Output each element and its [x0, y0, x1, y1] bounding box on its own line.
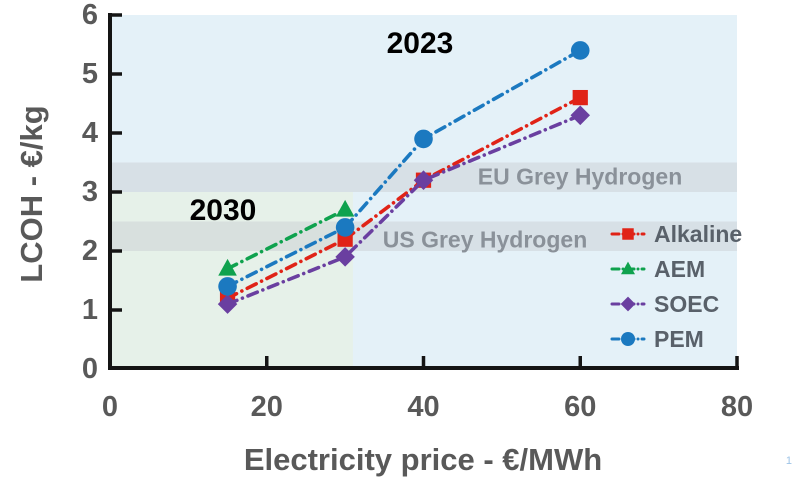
soec-data-point: [413, 170, 434, 190]
y-tick-label: 4: [81, 117, 98, 149]
y-tick-label: 5: [81, 58, 98, 90]
y-axis-title: LCOH - €/kg: [14, 105, 49, 283]
soec-diamond-marker-icon: [610, 296, 646, 312]
x-tick-label: 80: [720, 391, 754, 423]
annotation-year-2030: 2030: [189, 194, 257, 227]
legend-item-soec: SOEC: [610, 292, 742, 316]
legend-item-alkaline: Alkaline: [610, 222, 742, 246]
soec-data-point: [217, 294, 238, 314]
legend-item-aem: AEM: [610, 257, 742, 281]
y-tick-label: 2: [81, 235, 98, 267]
alkaline-square-marker-icon: [610, 228, 646, 240]
x-tick-label: 0: [101, 391, 119, 423]
series-aem: [218, 199, 355, 276]
series-soec: [217, 105, 591, 314]
x-tick-label: 40: [407, 391, 440, 423]
y-tick-label: 6: [81, 0, 98, 31]
legend-label: PEM: [654, 326, 704, 352]
series-pem: [218, 41, 590, 296]
aem-line: [225, 207, 347, 271]
legend-label: Alkaline: [654, 221, 743, 247]
soec-data-point: [335, 247, 355, 267]
pem-circle-marker-icon: [610, 332, 646, 346]
slide-page-number: 1: [785, 455, 792, 467]
pem-line: [225, 48, 583, 289]
y-tick-label: 0: [81, 353, 98, 385]
pem-data-point: [570, 41, 590, 60]
legend-marker: [621, 261, 635, 275]
chart-legend: Alkaline AEM SOEC PEM: [610, 222, 742, 362]
pem-data-point: [335, 218, 355, 237]
aem-data-point: [335, 199, 355, 217]
legend-label: AEM: [654, 256, 706, 282]
pem-data-point: [414, 129, 433, 149]
us-grey-hydrogen-band-label: US Grey Hydrogen: [382, 226, 588, 253]
aem-data-point: [218, 258, 237, 276]
aem-triangle-marker-icon: [610, 261, 646, 275]
x-tick-label: 60: [564, 391, 597, 423]
pem-data-point: [218, 277, 237, 296]
eu-grey-hydrogen-band-label: EU Grey Hydrogen: [477, 163, 683, 190]
soec-line: [225, 113, 583, 306]
legend-marker: [622, 228, 634, 240]
legend-marker: [620, 296, 636, 312]
soec-data-point: [570, 105, 591, 126]
alkaline-line: [225, 95, 583, 301]
x-axis-title: Electricity price - €/MWh: [243, 442, 603, 477]
annotation-year-2023: 2023: [386, 27, 454, 60]
legend-label: SOEC: [654, 291, 720, 317]
alkaline-data-point: [572, 89, 588, 106]
legend-item-pem: PEM: [610, 327, 742, 351]
legend-marker: [621, 332, 635, 346]
x-tick-label: 20: [250, 391, 283, 423]
y-tick-label: 3: [81, 176, 98, 208]
y-tick-label: 1: [81, 294, 98, 326]
